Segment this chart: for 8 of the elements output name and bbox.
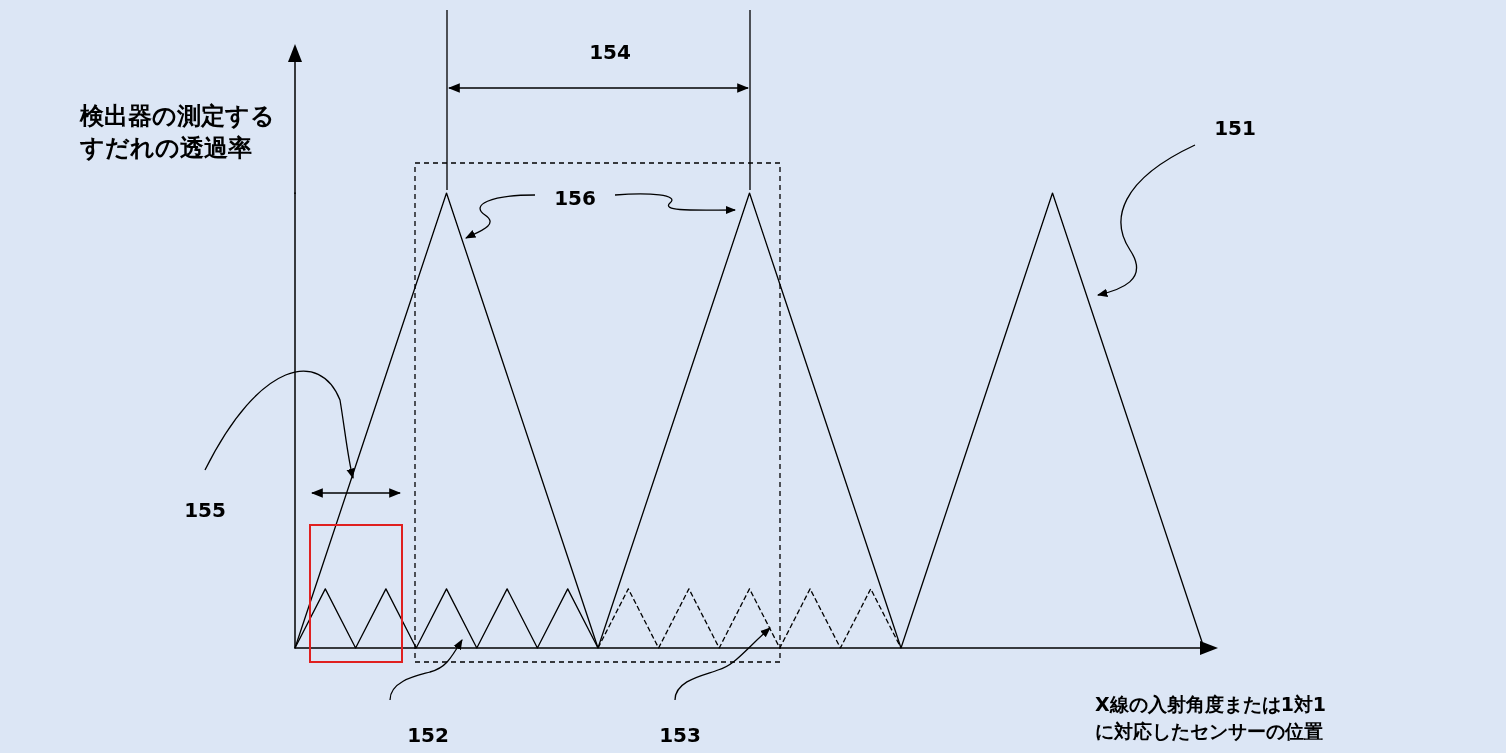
text: 152 [407, 723, 449, 747]
annotation: 156 [554, 186, 596, 210]
x-axis-title: X線の入射角度または1対1に対応したセンサーの位置 [1095, 692, 1327, 742]
y-axis-title: 検出器の測定するすだれの透過率 [79, 102, 275, 162]
text: 151 [1214, 116, 1256, 140]
text: 154 [589, 40, 631, 64]
text: 155 [184, 498, 226, 522]
text: 153 [659, 723, 701, 747]
